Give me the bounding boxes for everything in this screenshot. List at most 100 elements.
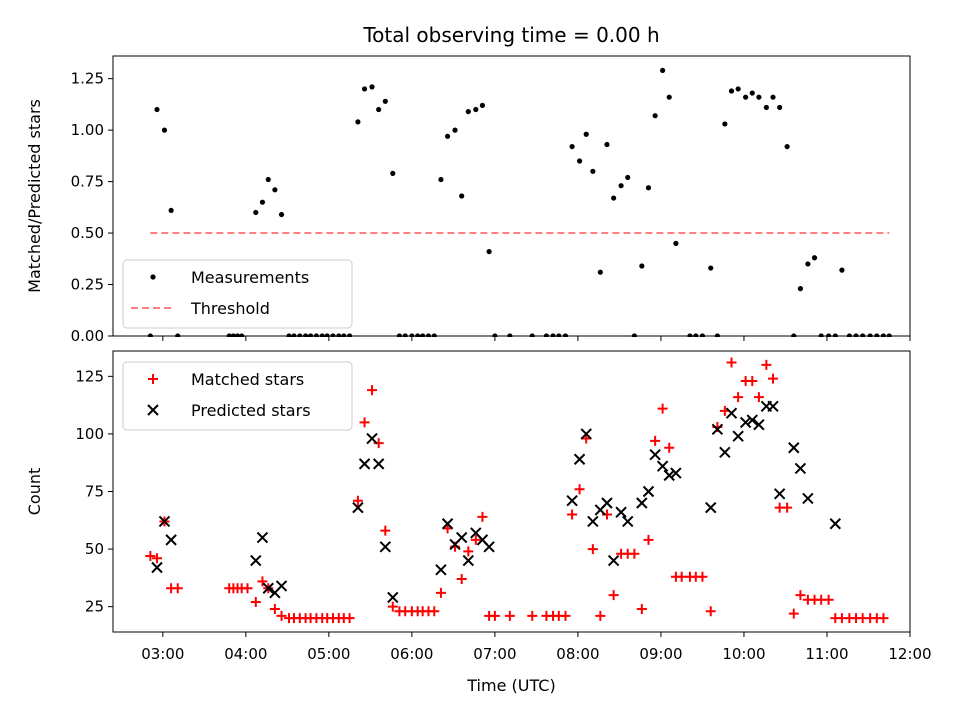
measurement-point (168, 207, 174, 214)
predicted-star-point (366, 432, 378, 445)
matched-star-point (761, 359, 772, 370)
bottom-series-0 (145, 357, 889, 624)
matched-star-point (527, 610, 538, 621)
predicted-star-point (580, 428, 592, 440)
predicted-star-point (663, 469, 675, 482)
matched-star-point (489, 610, 500, 621)
matched-star-point (463, 546, 474, 557)
bottom-y-axis-label: Count (25, 468, 44, 516)
measurement-point (722, 121, 728, 127)
x-tick-label: 09:00 (639, 645, 682, 663)
legend-measurements-marker (150, 274, 156, 280)
predicted-star-point (656, 460, 669, 472)
x-tick-label: 10:00 (722, 645, 765, 663)
measurement-point (728, 88, 735, 94)
predicted-star-point (250, 554, 262, 567)
matched-star-point (823, 594, 834, 605)
matched-star-point (257, 576, 268, 587)
top-y-tick-label: 0.75 (71, 173, 104, 191)
measurement-point (590, 168, 596, 174)
measurement-point (438, 176, 444, 183)
predicted-star-point (352, 501, 364, 514)
measurement-point (390, 170, 396, 176)
predicted-star-point (158, 515, 171, 528)
predicted-star-point (601, 497, 613, 509)
measurement-point (618, 183, 624, 189)
x-tick-label: 04:00 (224, 645, 267, 663)
bottom-y-tick-label: 25 (85, 598, 104, 616)
matched-star-point (504, 610, 515, 621)
top-y-tick-label: 1.00 (71, 121, 104, 139)
x-tick-label: 07:00 (473, 645, 516, 663)
predicted-star-point (732, 430, 744, 442)
x-tick-label: 03:00 (141, 645, 184, 663)
measurement-point (361, 86, 368, 92)
predicted-star-point (151, 561, 163, 574)
matched-star-point (705, 606, 716, 617)
matched-star-point (276, 610, 287, 621)
matched-star-point (795, 590, 806, 601)
measurement-point (253, 209, 259, 216)
matched-star-point (747, 375, 758, 386)
measurement-point (382, 98, 388, 104)
predicted-star-point (788, 442, 800, 454)
matched-star-point (359, 417, 370, 428)
matched-star-point (650, 435, 661, 446)
x-tick-label: 05:00 (307, 645, 350, 663)
predicted-star-point (642, 485, 655, 498)
measurement-point (569, 143, 575, 150)
predicted-star-point (435, 564, 447, 576)
measurement-point (743, 94, 749, 100)
top-y-tick-label: 0.25 (71, 276, 104, 294)
legend-matched-marker (148, 374, 158, 384)
matched-star-point (560, 610, 571, 621)
matched-star-point (697, 571, 708, 582)
matched-star-point (595, 610, 606, 621)
predicted-star-point (739, 416, 752, 429)
measurement-point (161, 127, 168, 133)
measurement-point (763, 104, 769, 111)
measurement-point (639, 263, 645, 269)
matched-star-point (269, 603, 280, 614)
measurement-point (259, 199, 266, 205)
legend-predicted-marker (147, 404, 159, 416)
matched-star-point (344, 613, 355, 624)
predicted-star-point (387, 591, 399, 604)
measurement-point (839, 267, 845, 273)
matched-star-point (456, 574, 467, 585)
top-y-tick-label: 1.25 (71, 70, 104, 88)
legend-entry-label: Threshold (190, 299, 270, 318)
bottom-y-tick-label: 100 (75, 425, 104, 443)
measurement-point (645, 185, 652, 191)
predicted-star-point (573, 453, 586, 465)
predicted-star-point (636, 497, 648, 509)
legend-entry-label: Predicted stars (191, 401, 311, 420)
measurement-point (583, 131, 589, 137)
bottom-series-1 (151, 400, 841, 604)
predicted-star-point (587, 515, 599, 528)
matched-star-point (753, 392, 764, 403)
measurement-point (459, 193, 465, 199)
predicted-star-point (441, 518, 454, 530)
matched-star-point (242, 583, 253, 594)
predicted-star-point (767, 400, 779, 412)
predicted-star-point (670, 467, 682, 479)
bottom-y-tick-label: 50 (85, 540, 104, 558)
bottom-data-area (145, 357, 889, 624)
bottom-y-tick-label: 125 (75, 367, 104, 385)
predicted-star-point (711, 423, 724, 436)
matched-star-point (172, 583, 183, 594)
measurement-point (278, 211, 285, 218)
measurement-point (811, 255, 818, 261)
top-data-area (147, 67, 892, 337)
measurement-point (673, 240, 679, 246)
measurement-point (265, 176, 271, 183)
measurement-point (604, 141, 610, 148)
predicted-star-point (566, 495, 578, 507)
top-legend-box (122, 259, 353, 329)
matched-star-point (636, 603, 647, 614)
measurement-point (576, 158, 583, 164)
predicted-star-point (379, 541, 392, 553)
